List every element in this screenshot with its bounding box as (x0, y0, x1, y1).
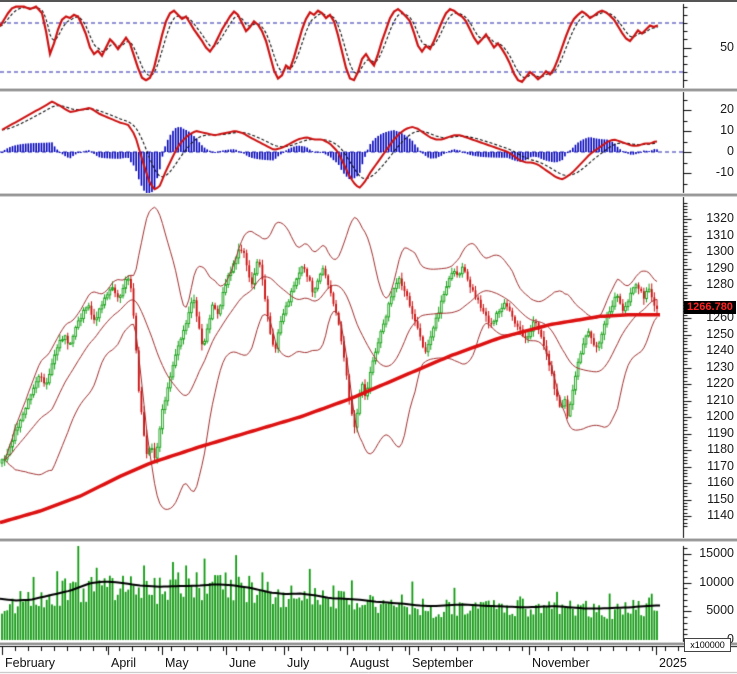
y-tick-label: 1170 (707, 459, 734, 473)
x-axis-month-label: September (412, 656, 474, 670)
y-tick-label: 1210 (706, 393, 734, 407)
x-axis-month-label: February (5, 656, 56, 670)
y-tick-label: 1280 (706, 277, 734, 291)
y-tick-label: 50 (720, 40, 734, 54)
panel-splitter[interactable] (0, 642, 737, 646)
x-axis-month-label: May (165, 656, 189, 670)
x-axis-month-label: June (229, 656, 257, 670)
volume-scale-label: x100000 (684, 638, 731, 652)
last-price-badge: 1266.780 (684, 301, 736, 314)
y-tick-label: 10 (720, 123, 734, 137)
panel-splitter[interactable] (0, 193, 737, 197)
y-tick-label: 1190 (707, 426, 734, 440)
y-tick-label: -10 (715, 165, 734, 179)
y-tick-label: 0 (727, 144, 734, 158)
y-tick-label: 5000 (706, 603, 734, 617)
y-tick-label: 20 (720, 102, 734, 116)
y-tick-label: 1160 (707, 475, 734, 489)
y-tick-label: 1230 (706, 360, 734, 374)
y-tick-label: 15000 (699, 546, 734, 560)
y-tick-label: 1290 (706, 261, 734, 275)
y-tick-label: 1320 (706, 211, 734, 225)
y-tick-label: 1220 (706, 376, 734, 390)
x-axis-time[interactable] (0, 2, 737, 30)
x-axis-month-label: July (287, 656, 310, 670)
x-axis-month-label: November (532, 656, 590, 670)
y-tick-label: 1240 (706, 343, 734, 357)
panel-splitter[interactable] (0, 88, 737, 92)
panel-splitter[interactable] (0, 538, 737, 542)
x-axis-month-label: 2025 (659, 656, 687, 670)
y-tick-label: 1250 (706, 327, 734, 341)
x-axis-month-label: April (111, 656, 137, 670)
y-tick-label: 1310 (706, 228, 734, 242)
y-tick-label: 1200 (706, 409, 734, 423)
y-tick-label: 1180 (707, 442, 734, 456)
y-tick-label: 1300 (706, 244, 734, 258)
y-tick-label: 1150 (707, 492, 734, 506)
y-tick-label: 10000 (699, 575, 734, 589)
y-tick-label: 1140 (707, 508, 734, 522)
x-axis-month-label: August (350, 656, 389, 670)
